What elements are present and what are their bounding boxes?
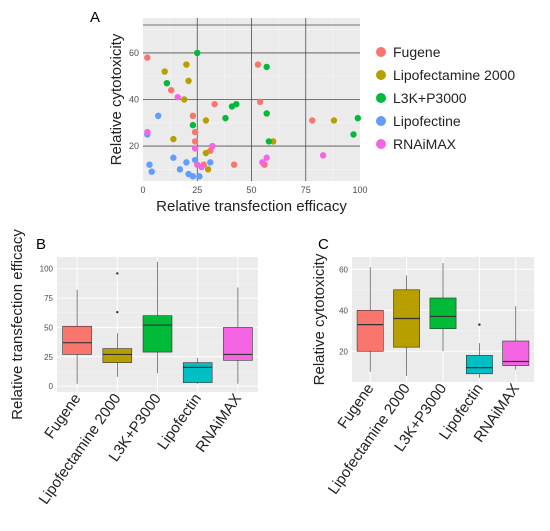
data-point-lipofectamine-2000 xyxy=(181,96,188,103)
data-point-fugene xyxy=(211,100,218,108)
data-point-fugene xyxy=(144,54,151,61)
data-point-l3k-p3000 xyxy=(222,114,229,122)
x-tick-label: 100 xyxy=(352,185,367,195)
data-point-lipofectine xyxy=(189,173,197,180)
y-tick-label: 60 xyxy=(339,265,348,274)
data-point-l3k-p3000 xyxy=(263,110,270,117)
legend-label: Fugene xyxy=(393,44,441,60)
y-tick-label: 60 xyxy=(129,48,139,58)
scatter-chart: 0 25 50 75 100 20 40 60 Relative transfection ef… xyxy=(108,18,515,215)
data-point-rnaimax xyxy=(259,159,266,166)
box-lipofectin xyxy=(465,355,493,375)
box-lipofectin xyxy=(182,362,213,383)
legend-key xyxy=(376,47,386,57)
data-point-lipofectine xyxy=(148,168,155,175)
x-tick-label: 50 xyxy=(246,185,256,195)
y-tick-label: 0 xyxy=(49,382,54,391)
x-tick-label: 25 xyxy=(192,185,202,195)
data-point-lipofectine xyxy=(207,159,214,166)
data-point-fugene xyxy=(230,161,238,168)
category-label: Fugene xyxy=(41,391,84,442)
data-point-l3k-p3000 xyxy=(163,80,171,87)
data-point-lipofectine xyxy=(176,166,184,173)
box-fugene xyxy=(62,325,92,355)
data-point-l3k-p3000 xyxy=(265,138,273,145)
data-point-rnaimax xyxy=(198,163,205,171)
outlier-point xyxy=(116,310,119,314)
data-point-fugene xyxy=(168,86,175,94)
legend-key xyxy=(376,139,386,149)
y-tick-label: 20 xyxy=(129,141,139,151)
data-point-rnaimax xyxy=(144,128,151,136)
legend-label: Lipofectamine 2000 xyxy=(393,67,515,83)
y-axis-title: Relative cytotoxicity xyxy=(311,253,328,385)
data-point-lipofectine xyxy=(170,154,177,161)
data-point-rnaimax xyxy=(263,154,270,161)
data-point-fugene xyxy=(189,112,197,120)
x-tick-label: 0 xyxy=(140,185,145,195)
box-fugene xyxy=(356,309,384,352)
data-point-lipofectamine-2000 xyxy=(330,117,338,124)
panel-label-a: A xyxy=(90,9,100,26)
data-point-lipofectine xyxy=(196,173,203,180)
y-tick-label: 40 xyxy=(339,306,348,315)
legend-key xyxy=(376,116,386,126)
data-point-fugene xyxy=(309,117,316,124)
y-tick-label: 75 xyxy=(44,294,53,303)
data-point-lipofectamine-2000 xyxy=(170,135,177,143)
box-rnaimax xyxy=(223,327,253,361)
legend-key xyxy=(376,70,386,80)
data-point-lipofectamine-2000 xyxy=(202,117,210,124)
data-point-fugene xyxy=(191,138,199,145)
data-point-lipofectine xyxy=(154,112,162,120)
data-point-lipofectine xyxy=(183,159,190,166)
legend-label: RNAiMAX xyxy=(393,136,457,152)
legend-label: Lipofectine xyxy=(393,113,461,129)
y-tick-label: 100 xyxy=(40,265,54,274)
data-point-l3k-p3000 xyxy=(189,121,197,129)
x-tick-label: 75 xyxy=(301,185,311,195)
y-tick-label: 25 xyxy=(44,353,53,362)
data-point-lipofectamine-2000 xyxy=(185,77,192,85)
data-point-l3k-p3000 xyxy=(194,49,201,57)
data-point-l3k-p3000 xyxy=(354,114,362,122)
data-point-rnaimax xyxy=(319,152,327,159)
y-axis-title: Relative cytotoxicity xyxy=(108,33,125,165)
data-point-lipofectamine-2000 xyxy=(161,68,168,75)
data-point-rnaimax xyxy=(191,145,199,152)
data-point-lipofectamine-2000 xyxy=(204,166,212,173)
data-point-l3k-p3000 xyxy=(233,100,240,108)
data-point-fugene xyxy=(191,128,199,136)
data-point-rnaimax xyxy=(209,142,216,150)
box-l3k-p3000 xyxy=(142,315,173,353)
panel-label-b: B xyxy=(36,236,46,253)
legend-label: L3K+P3000 xyxy=(393,90,467,106)
y-tick-label: 50 xyxy=(44,323,53,332)
y-tick-label: 40 xyxy=(129,95,139,105)
panel-label-c: C xyxy=(318,236,329,253)
data-point-l3k-p3000 xyxy=(263,63,270,71)
outlier-point xyxy=(478,323,481,326)
x-axis-title: Relative transfection efficacy xyxy=(156,198,347,215)
data-point-lipofectamine-2000 xyxy=(183,61,190,68)
y-tick-label: 20 xyxy=(339,347,348,356)
data-point-rnaimax xyxy=(174,93,181,101)
box-l3k-p3000 xyxy=(429,297,457,330)
y-axis-title: Relative transfection efficacy xyxy=(9,229,26,420)
data-point-lipofectine xyxy=(146,161,153,168)
outlier-point xyxy=(116,272,119,275)
data-point-lipofectamine-2000 xyxy=(202,149,210,157)
box-lipofectamine-2000 xyxy=(102,348,133,363)
data-point-fugene xyxy=(256,98,264,106)
legend-key xyxy=(376,93,386,103)
data-point-l3k-p3000 xyxy=(350,131,357,138)
data-point-fugene xyxy=(254,61,262,68)
